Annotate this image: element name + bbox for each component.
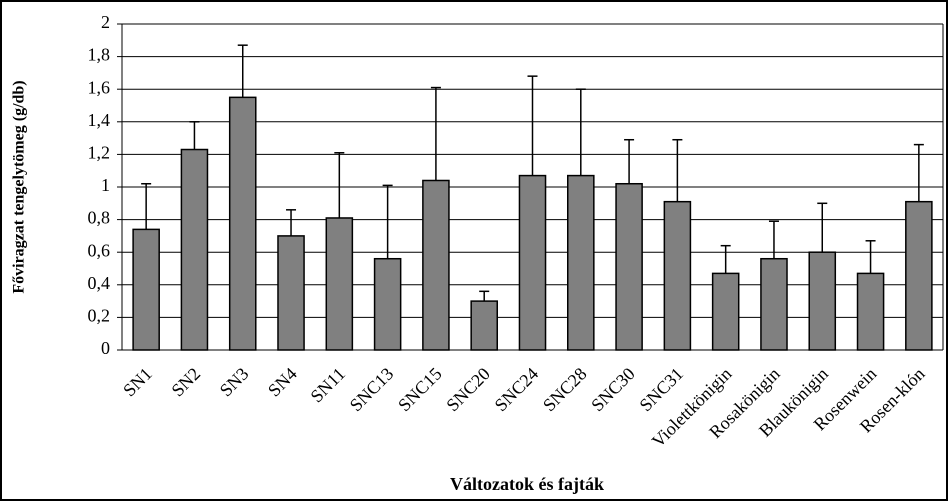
bar <box>518 174 547 351</box>
y-tick-label: 1 <box>101 175 110 195</box>
bar <box>615 182 643 351</box>
bar <box>711 272 740 351</box>
y-tick-label: 0,2 <box>88 306 111 326</box>
y-axis-title: Főviragzat tengelytömeg (g/db) <box>11 80 28 293</box>
bar <box>663 200 692 351</box>
bar <box>277 235 305 351</box>
y-tick-label: 1,4 <box>88 110 111 130</box>
y-tick-label: 0,8 <box>88 208 111 228</box>
x-axis-title: Változatok és fajták <box>450 474 604 494</box>
y-tick-label: 0,4 <box>88 273 111 293</box>
y-tick-label: 1,2 <box>88 143 111 163</box>
y-tick-label: 0 <box>101 338 110 358</box>
bar <box>422 179 450 351</box>
y-tick-label: 1,8 <box>88 45 111 65</box>
bar <box>180 148 209 351</box>
bar <box>808 251 837 351</box>
bar <box>132 228 160 351</box>
y-tick-label: 1,6 <box>88 77 111 97</box>
bar <box>760 257 788 351</box>
bar <box>905 200 933 351</box>
y-tick-label: 0,6 <box>88 240 111 260</box>
y-tick-label: 2 <box>101 12 110 32</box>
bar <box>567 174 595 351</box>
bar <box>856 272 885 351</box>
bar <box>325 217 354 351</box>
bar <box>373 257 402 351</box>
bar <box>228 96 257 351</box>
bar <box>470 300 498 351</box>
